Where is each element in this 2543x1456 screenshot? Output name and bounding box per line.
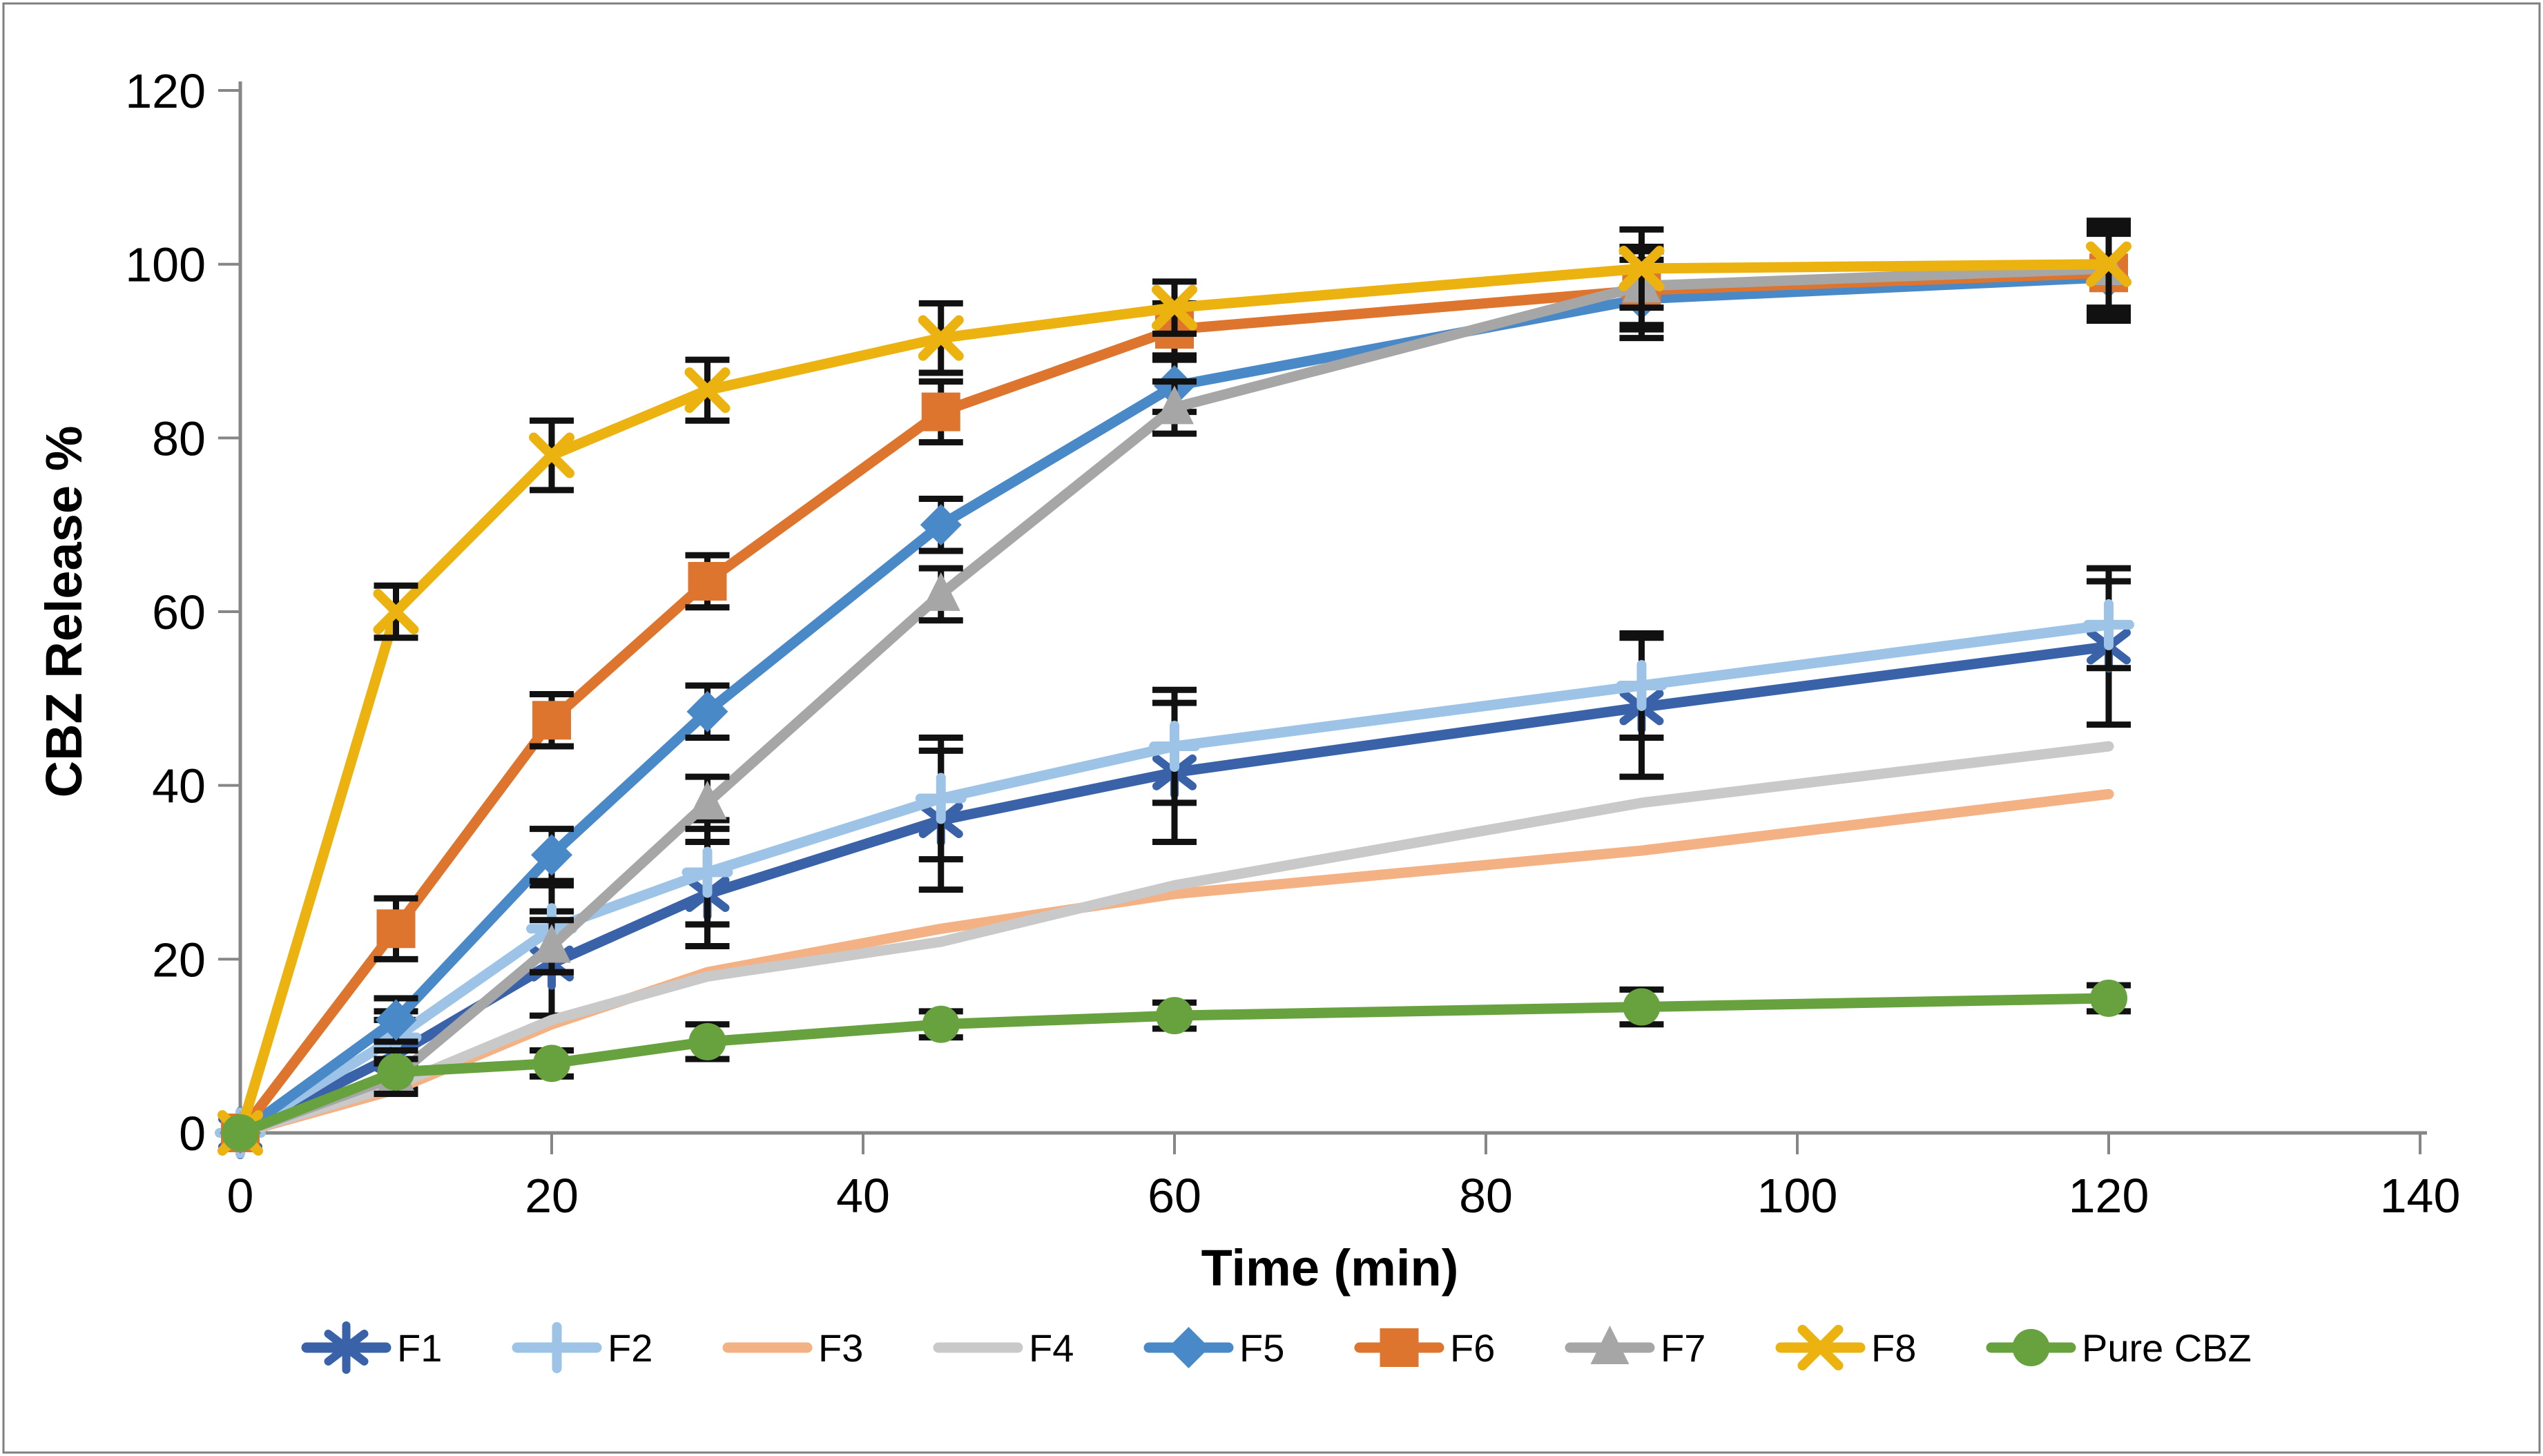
series-line [235, 259, 2114, 1138]
legend-label: Pure CBZ [2082, 1326, 2252, 1370]
marker-x [684, 367, 731, 414]
legend-label: F4 [1029, 1326, 1074, 1370]
marker-circle [533, 1045, 570, 1083]
legend-marker-x [1797, 1325, 1844, 1370]
data-series [215, 217, 2134, 1159]
legend-marker-circle [2012, 1329, 2050, 1366]
x-tick-label: 60 [1148, 1169, 1201, 1223]
marker-triangle [921, 572, 960, 611]
y-tick-label: 100 [125, 238, 206, 292]
marker-square [532, 701, 571, 740]
series-f2 [215, 578, 2134, 1158]
marker-plus [1149, 721, 1200, 773]
marker-triangle [688, 780, 727, 819]
marker-plus [1616, 659, 1667, 711]
marker-x [1152, 284, 1197, 331]
chart-legend: F1 F2 F3 F4 F5 F6 F7 F8 Pure CBZ [301, 1321, 2252, 1374]
marker-square [688, 561, 727, 601]
legend-item-f8: F8 [1775, 1325, 1916, 1370]
legend-item-f2: F2 [512, 1322, 652, 1373]
legend-marker-square [1380, 1328, 1419, 1367]
marker-x [2086, 241, 2131, 287]
legend-item-f3: F3 [722, 1326, 863, 1370]
x-tick-label: 0 [227, 1169, 254, 1223]
marker-x [529, 432, 574, 478]
legend-item-f4: F4 [933, 1326, 1074, 1370]
y-axis-title: CBZ Release % [35, 426, 93, 798]
series-line [235, 993, 2114, 1138]
marker-plus [681, 846, 733, 898]
marker-triangle [1155, 385, 1194, 425]
marker-x [373, 589, 419, 635]
series-line [235, 272, 2114, 1138]
legend-label: F2 [608, 1326, 652, 1370]
y-tick-label: 80 [152, 411, 206, 465]
marker-diamond [920, 504, 962, 546]
marker-circle [222, 1114, 259, 1152]
marker-square [376, 909, 416, 949]
legend-label: F7 [1661, 1326, 1705, 1370]
marker-circle [688, 1022, 726, 1060]
x-tick-label: 80 [1459, 1169, 1513, 1223]
y-tick-label: 120 [125, 64, 206, 118]
y-tick-label: 20 [152, 933, 206, 987]
legend-item-f6: F6 [1354, 1326, 1495, 1370]
marker-x [1618, 245, 1665, 291]
marker-diamond [686, 690, 728, 732]
series-pure-cbz [222, 979, 2131, 1152]
marker-circle [922, 1005, 960, 1043]
series-f8 [217, 217, 2131, 1156]
marker-plus [915, 773, 967, 824]
marker-circle [377, 1053, 415, 1091]
x-tick-label: 140 [2380, 1169, 2461, 1223]
x-tick-label: 20 [525, 1169, 579, 1223]
series-line [235, 641, 2114, 1138]
y-tick-label: 40 [152, 759, 206, 813]
marker-diamond [531, 834, 572, 876]
marker-x [918, 315, 964, 361]
marker-circle [2090, 979, 2127, 1017]
marker-plus [2083, 599, 2134, 650]
legend-label: F6 [1450, 1326, 1495, 1370]
legend-marker-triangle [1590, 1326, 1630, 1364]
axes: 0 20 40 60 80 100 120 0 20 40 60 80 100 120 140 [125, 64, 2460, 1223]
legend-item-f1: F1 [301, 1321, 442, 1374]
legend-marker-asterisk [324, 1321, 369, 1374]
x-tick-label: 120 [2069, 1169, 2149, 1223]
legend-item-pure-cbz: Pure CBZ [1986, 1326, 2252, 1370]
marker-circle [1156, 997, 1193, 1035]
x-tick-label: 40 [836, 1169, 890, 1223]
y-tick-label: 60 [152, 585, 206, 639]
x-axis-title: Time (min) [1201, 1239, 1459, 1297]
legend-marker-plus [531, 1322, 583, 1373]
y-tick-label: 0 [179, 1107, 206, 1161]
series-line [235, 619, 2114, 1138]
legend-marker-diamond [1168, 1327, 1210, 1368]
marker-square [921, 392, 960, 431]
legend-label: F8 [1871, 1326, 1916, 1370]
legend-label: F1 [397, 1326, 442, 1370]
series-line [235, 267, 2114, 1138]
x-tick-label: 100 [1757, 1169, 1838, 1223]
series-line [235, 263, 2114, 1138]
legend-label: F3 [818, 1326, 863, 1370]
legend-item-f5: F5 [1143, 1326, 1284, 1370]
marker-diamond [375, 999, 417, 1041]
marker-triangle [532, 924, 571, 963]
legend-item-f7: F7 [1565, 1326, 1705, 1370]
legend-label: F5 [1239, 1326, 1284, 1370]
marker-circle [1623, 988, 1661, 1026]
